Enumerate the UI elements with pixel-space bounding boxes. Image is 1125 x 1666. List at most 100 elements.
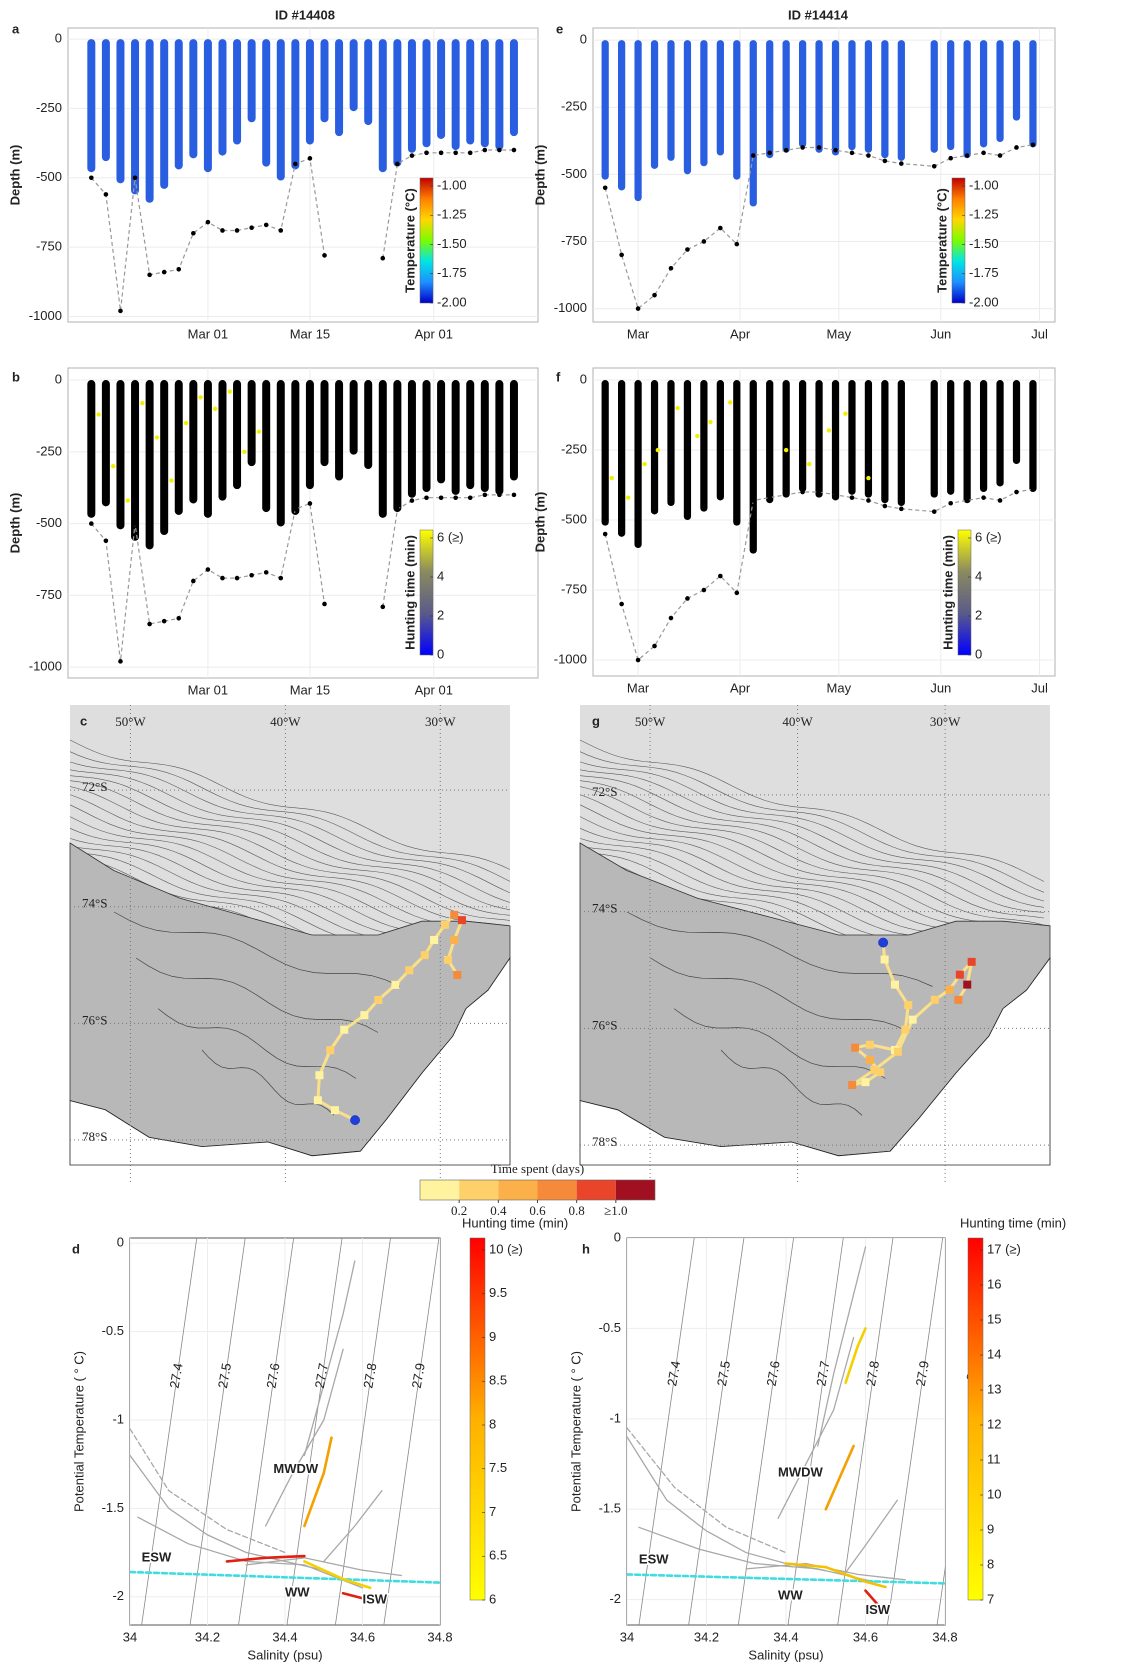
seafloor-point	[220, 575, 225, 581]
seafloor-point	[278, 575, 284, 581]
colorbar-tick-label: 0.4	[490, 1203, 507, 1218]
hunting-point	[609, 475, 614, 481]
isopycnal	[737, 1238, 794, 1625]
seafloor-point	[161, 618, 167, 624]
seafloor-point	[307, 156, 313, 161]
panel-title: ID #14414	[788, 7, 849, 22]
x-tick-label: May	[827, 680, 852, 695]
y-tick-label: 0	[580, 32, 587, 47]
seafloor-point	[511, 492, 517, 498]
y-axis-label: Depth (m)	[7, 493, 22, 554]
track-cell	[374, 996, 383, 1005]
seafloor-line	[604, 144, 1034, 310]
y-tick-label: -250	[561, 441, 587, 456]
track-cell	[450, 935, 459, 944]
seafloor-point	[322, 253, 327, 258]
seafloor-point	[307, 501, 313, 506]
isopycnal-label: 27.4	[167, 1362, 186, 1390]
profile-line	[784, 1562, 887, 1589]
dive-bar	[116, 39, 125, 184]
track-cell	[391, 980, 400, 989]
isopycnal-label: 27.5	[215, 1362, 234, 1390]
panel-label: h	[582, 1241, 590, 1256]
colorbar-swatch	[498, 1180, 538, 1200]
dive-bar	[364, 380, 373, 470]
track-cell	[954, 995, 963, 1004]
seafloor-point	[176, 615, 182, 621]
lon-label: 40°W	[782, 714, 813, 729]
colorbar-tick-label: 0.6	[529, 1203, 546, 1218]
seafloor-point	[1030, 486, 1036, 492]
seafloor-point	[931, 509, 937, 514]
water-mass-label: ISW	[363, 1592, 388, 1607]
isopycnal	[787, 1238, 844, 1625]
water-mass-label: ISW	[866, 1602, 891, 1617]
track-cell	[870, 1065, 879, 1074]
hunting-point	[826, 428, 832, 433]
lon-label: 50°W	[635, 714, 666, 729]
seafloor-point	[899, 161, 904, 166]
panel-label: f	[556, 369, 561, 384]
dive-bar	[305, 39, 314, 145]
dive-bar	[798, 380, 807, 493]
seafloor-point	[619, 601, 624, 607]
profile-line	[137, 1516, 364, 1589]
colorbar-tick-label: -1.50	[969, 236, 999, 251]
profile-line	[130, 1454, 325, 1571]
dive-bar	[145, 39, 154, 203]
isopycnal	[383, 1238, 440, 1625]
dive-bar	[815, 40, 823, 153]
dive-bar	[262, 380, 271, 513]
seafloor-point	[511, 147, 517, 153]
bathymetry-contour	[579, 786, 1045, 926]
lat-label: 78°S	[592, 1134, 617, 1149]
isopycnal-label: 27.5	[714, 1360, 733, 1388]
y-tick-label: -2	[112, 1588, 124, 1603]
seafloor-point	[685, 247, 690, 252]
dive-bar	[349, 380, 358, 455]
dive-bar	[963, 40, 971, 159]
seafloor-point	[234, 575, 240, 581]
colorbar-tick-label: 11	[987, 1451, 1001, 1466]
colorbar-tick-label: 6	[489, 1591, 496, 1606]
track-cell	[930, 995, 939, 1004]
dive-bar	[848, 380, 856, 495]
dive-bar	[650, 380, 659, 515]
dive-bar	[422, 39, 431, 148]
dive-bar	[189, 380, 198, 504]
x-tick-label: Mar	[627, 680, 650, 695]
colorbar-label: Hunting time (min)	[402, 535, 417, 650]
dive-bar	[466, 380, 475, 490]
y-axis-label: Potential Temperature ( ° C)	[71, 1351, 86, 1512]
seafloor-point	[800, 145, 805, 150]
track-cell	[440, 920, 449, 929]
hunting-point	[806, 461, 812, 467]
seafloor-point	[833, 147, 838, 153]
colorbar-tick-label: 6.5	[489, 1548, 507, 1563]
dive-bar	[480, 39, 489, 148]
hunting-point	[728, 400, 733, 405]
colorbar	[967, 1237, 984, 1601]
dive-bar	[393, 380, 402, 513]
x-tick-label: 34	[123, 1629, 137, 1644]
x-tick-label: 34.4	[272, 1629, 297, 1644]
hunting-point	[626, 495, 631, 500]
colorbar-swatch	[537, 1180, 577, 1200]
y-tick-label: -750	[561, 233, 587, 248]
colorbar-tick-label: 7	[987, 1591, 994, 1606]
isopycnal-label: 27.4	[664, 1360, 683, 1388]
seafloor-point	[964, 498, 970, 503]
track-cell	[313, 1096, 322, 1105]
x-tick-label: 34.6	[350, 1629, 375, 1644]
hunting-point	[642, 461, 647, 467]
isopycnal-label: 27.9	[409, 1362, 428, 1390]
seafloor-point	[701, 587, 707, 593]
profile-line	[341, 1591, 372, 1602]
isopycnal-label: 27.6	[764, 1360, 783, 1388]
plot-content	[130, 1238, 440, 1625]
hunting-point	[227, 389, 232, 394]
hunting-point	[154, 435, 160, 440]
y-tick-label: 0	[117, 1235, 124, 1250]
dive-bar	[650, 40, 659, 169]
